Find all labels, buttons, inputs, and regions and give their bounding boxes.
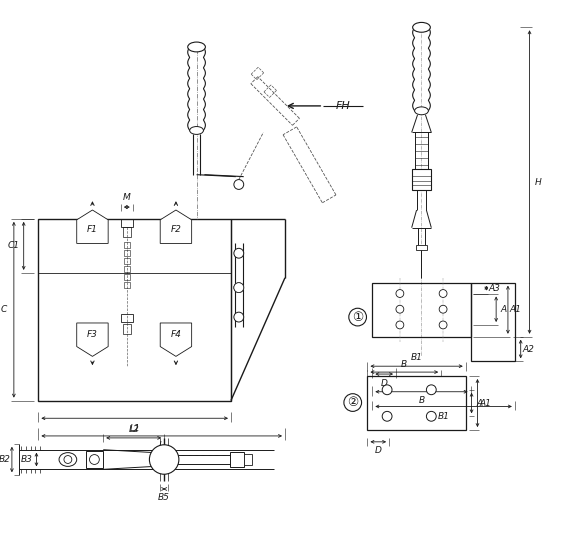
Bar [124, 282, 130, 288]
Ellipse shape [190, 126, 204, 134]
Bar [121, 314, 133, 322]
Circle shape [90, 455, 100, 464]
Circle shape [234, 312, 244, 322]
Text: ②: ② [347, 396, 359, 409]
Bar [471, 282, 515, 361]
Text: ①: ① [352, 311, 363, 324]
Text: A: A [501, 305, 507, 314]
Polygon shape [77, 323, 108, 357]
Text: M: M [123, 193, 131, 202]
Text: L2: L2 [128, 425, 139, 433]
Text: B1: B1 [438, 412, 449, 421]
Text: C1: C1 [8, 241, 20, 251]
Text: B3: B3 [21, 455, 33, 464]
Circle shape [396, 321, 404, 329]
Circle shape [439, 289, 447, 297]
Circle shape [234, 282, 244, 293]
Bar [124, 266, 130, 272]
Bar [416, 245, 427, 251]
Ellipse shape [413, 22, 430, 32]
Bar [124, 274, 130, 280]
Bar [372, 282, 471, 337]
Bar [123, 227, 131, 237]
Polygon shape [77, 210, 108, 244]
Circle shape [439, 305, 447, 313]
Bar [367, 376, 466, 430]
Bar [411, 169, 431, 190]
Polygon shape [160, 323, 191, 357]
Circle shape [234, 180, 244, 189]
Text: L: L [159, 441, 164, 450]
Text: D: D [375, 446, 382, 455]
Text: B2: B2 [0, 455, 11, 464]
Circle shape [64, 456, 72, 463]
Bar [230, 451, 244, 467]
Text: B: B [418, 396, 424, 405]
Text: B: B [401, 360, 407, 369]
Polygon shape [160, 210, 191, 244]
Ellipse shape [188, 42, 205, 52]
Bar [86, 451, 103, 469]
Text: B1: B1 [411, 353, 423, 362]
Circle shape [439, 321, 447, 329]
Text: FH: FH [336, 101, 350, 111]
Text: A2: A2 [523, 344, 534, 353]
Text: C: C [1, 305, 7, 314]
Circle shape [344, 394, 361, 411]
Circle shape [349, 308, 367, 326]
Circle shape [396, 305, 404, 313]
Circle shape [382, 411, 392, 421]
Circle shape [427, 385, 436, 394]
Text: H: H [535, 177, 542, 187]
Bar [121, 219, 133, 227]
Text: A3: A3 [488, 284, 500, 293]
Bar [38, 219, 231, 401]
Text: A: A [477, 399, 482, 408]
Bar [123, 324, 131, 334]
Text: L1: L1 [129, 424, 140, 433]
Circle shape [396, 289, 404, 297]
Ellipse shape [414, 107, 428, 115]
Circle shape [234, 282, 244, 293]
Circle shape [382, 385, 392, 394]
Text: A1: A1 [510, 305, 521, 314]
Text: F2: F2 [171, 225, 182, 234]
Bar [124, 258, 130, 264]
Text: D: D [381, 379, 388, 389]
Circle shape [150, 445, 179, 474]
Text: A1: A1 [480, 399, 491, 408]
Text: B5: B5 [158, 494, 170, 502]
Circle shape [234, 248, 244, 258]
Text: F4: F4 [171, 330, 182, 340]
Ellipse shape [59, 453, 77, 466]
Bar [244, 454, 251, 465]
Circle shape [427, 411, 436, 421]
Bar [124, 243, 130, 248]
Text: F3: F3 [87, 330, 98, 340]
Text: F1: F1 [87, 225, 98, 234]
Bar [124, 251, 130, 256]
